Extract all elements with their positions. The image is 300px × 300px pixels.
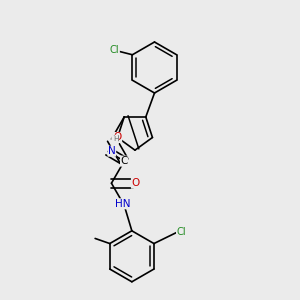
Text: N: N — [108, 146, 116, 156]
Text: Cl: Cl — [176, 227, 186, 237]
Text: H: H — [112, 135, 118, 144]
Text: O: O — [113, 133, 122, 142]
Text: HN: HN — [115, 199, 130, 209]
Text: O: O — [131, 178, 140, 188]
Text: C: C — [121, 156, 128, 166]
Text: Cl: Cl — [110, 45, 119, 55]
Text: H: H — [113, 136, 118, 142]
